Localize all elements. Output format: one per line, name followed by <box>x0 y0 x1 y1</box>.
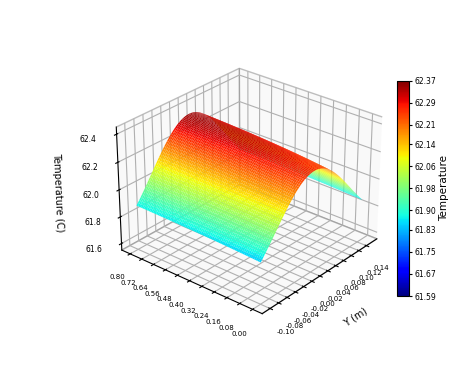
X-axis label: Y (m): Y (m) <box>342 306 369 329</box>
Y-axis label: Temperature: Temperature <box>439 156 449 221</box>
